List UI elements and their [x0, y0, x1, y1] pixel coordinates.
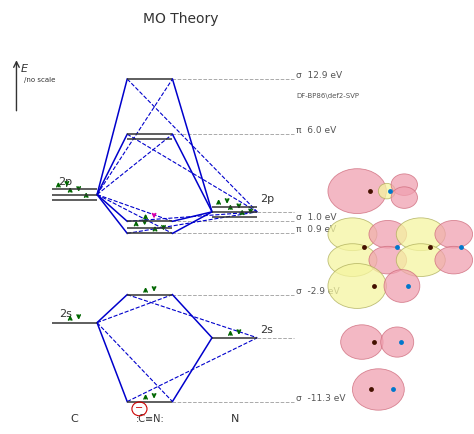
Text: C: C — [71, 414, 78, 424]
Ellipse shape — [396, 244, 445, 276]
Ellipse shape — [328, 263, 386, 309]
Text: N: N — [230, 414, 239, 424]
Ellipse shape — [328, 169, 386, 214]
Ellipse shape — [328, 218, 377, 251]
Text: σ  12.9 eV: σ 12.9 eV — [296, 71, 342, 80]
Text: MO Theory: MO Theory — [143, 12, 218, 26]
Text: −: − — [136, 404, 144, 414]
Ellipse shape — [391, 174, 418, 195]
Text: :C≡N:: :C≡N: — [136, 414, 164, 424]
Ellipse shape — [381, 327, 414, 357]
Ellipse shape — [384, 270, 420, 302]
Ellipse shape — [435, 247, 473, 274]
Ellipse shape — [341, 325, 383, 359]
Text: σ  1.0 eV: σ 1.0 eV — [296, 214, 337, 222]
Ellipse shape — [369, 220, 407, 248]
Text: σ  -2.9 eV: σ -2.9 eV — [296, 287, 339, 296]
Text: π  0.9 eV: π 0.9 eV — [296, 225, 336, 234]
Text: 2s: 2s — [59, 309, 72, 319]
Text: 2p: 2p — [261, 194, 275, 204]
Text: /no scale: /no scale — [24, 77, 55, 83]
Ellipse shape — [353, 369, 404, 410]
Ellipse shape — [378, 183, 395, 199]
Ellipse shape — [328, 244, 377, 276]
Ellipse shape — [435, 220, 473, 248]
Text: E: E — [21, 64, 28, 74]
Ellipse shape — [369, 247, 407, 274]
Text: 2p: 2p — [58, 177, 72, 187]
Text: 2s: 2s — [261, 325, 273, 335]
Text: σ  -11.3 eV: σ -11.3 eV — [296, 394, 346, 403]
Ellipse shape — [396, 218, 445, 251]
Text: π  6.0 eV: π 6.0 eV — [296, 126, 336, 135]
Ellipse shape — [391, 187, 418, 208]
Text: DF-BP86\def2-SVP: DF-BP86\def2-SVP — [296, 93, 359, 99]
